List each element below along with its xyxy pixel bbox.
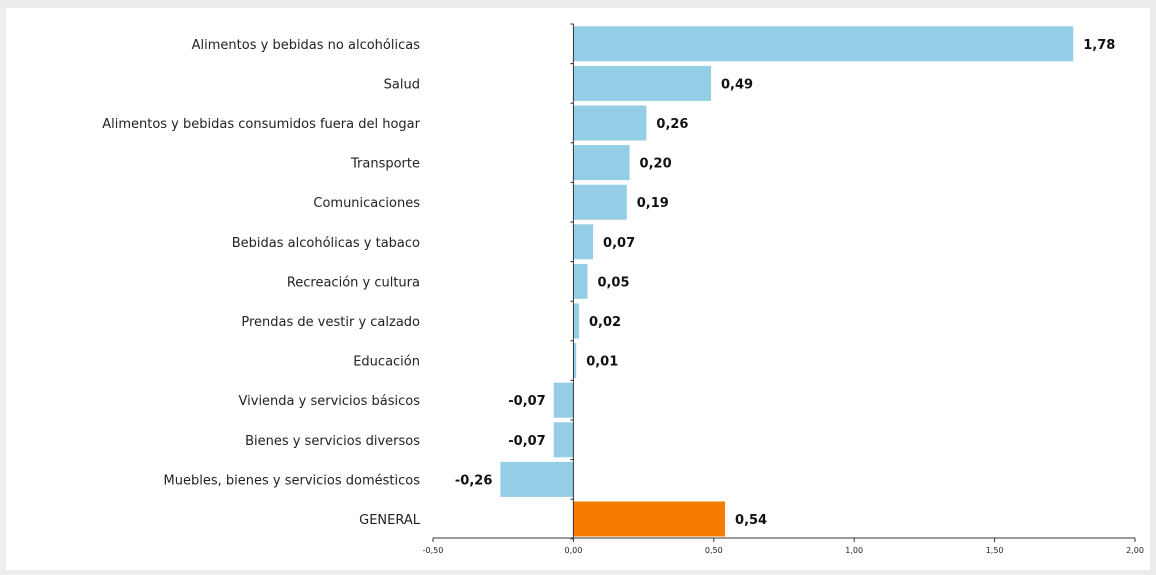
- category-label: Transporte: [350, 157, 420, 172]
- value-label: -0,07: [508, 394, 545, 409]
- category-label: Alimentos y bebidas no alcohólicas: [192, 38, 421, 53]
- bar: [553, 422, 574, 458]
- bar: [573, 224, 594, 260]
- bar: [500, 461, 574, 497]
- value-label: -0,07: [508, 434, 545, 449]
- category-label: Salud: [384, 77, 420, 92]
- bar: [573, 343, 577, 379]
- category-label: Vivienda y servicios básicos: [239, 394, 421, 409]
- x-tick-label: 0,00: [564, 546, 582, 555]
- bar: [573, 184, 627, 220]
- category-label: Bebidas alcohólicas y tabaco: [232, 236, 420, 251]
- x-tick-label: 1,50: [986, 546, 1004, 555]
- bar: [553, 382, 574, 418]
- value-label: 0,01: [586, 355, 618, 370]
- value-label: 1,78: [1083, 38, 1115, 53]
- value-label: 0,07: [603, 236, 635, 251]
- axes-group: [432, 23, 1136, 542]
- value-label: 0,54: [735, 513, 767, 528]
- value-label: 0,26: [656, 117, 688, 132]
- value-label: 0,20: [640, 157, 672, 172]
- category-label: Bienes y servicios diversos: [245, 434, 420, 449]
- value-label: -0,26: [455, 473, 492, 488]
- value-label: 0,05: [597, 275, 629, 290]
- bar: [573, 303, 580, 339]
- bar: [573, 26, 1074, 62]
- value-label: 0,49: [721, 77, 753, 92]
- bar: [573, 65, 711, 101]
- bar-general: [573, 501, 726, 537]
- x-tick-label: 1,00: [845, 546, 863, 555]
- category-label: Educación: [353, 355, 420, 370]
- x-tick-label: 2,00: [1126, 546, 1144, 555]
- x-tick-label: 0,50: [705, 546, 723, 555]
- category-label: Prendas de vestir y calzado: [241, 315, 420, 330]
- value-label: 0,02: [589, 315, 621, 330]
- labels-group: Alimentos y bebidas no alcohólicas 1,78 Sa…: [102, 38, 1144, 555]
- bar: [573, 105, 647, 141]
- bars-group: [500, 26, 1074, 537]
- bar: [573, 145, 630, 181]
- value-label: 0,19: [637, 196, 669, 211]
- category-label: Muebles, bienes y servicios domésticos: [164, 473, 421, 488]
- x-tick-label: -0,50: [423, 546, 444, 555]
- bar: [573, 263, 588, 299]
- category-label: GENERAL: [359, 513, 421, 528]
- category-label: Alimentos y bebidas consumidos fuera del…: [102, 117, 420, 132]
- category-label: Comunicaciones: [313, 196, 420, 211]
- category-label: Recreación y cultura: [287, 275, 420, 290]
